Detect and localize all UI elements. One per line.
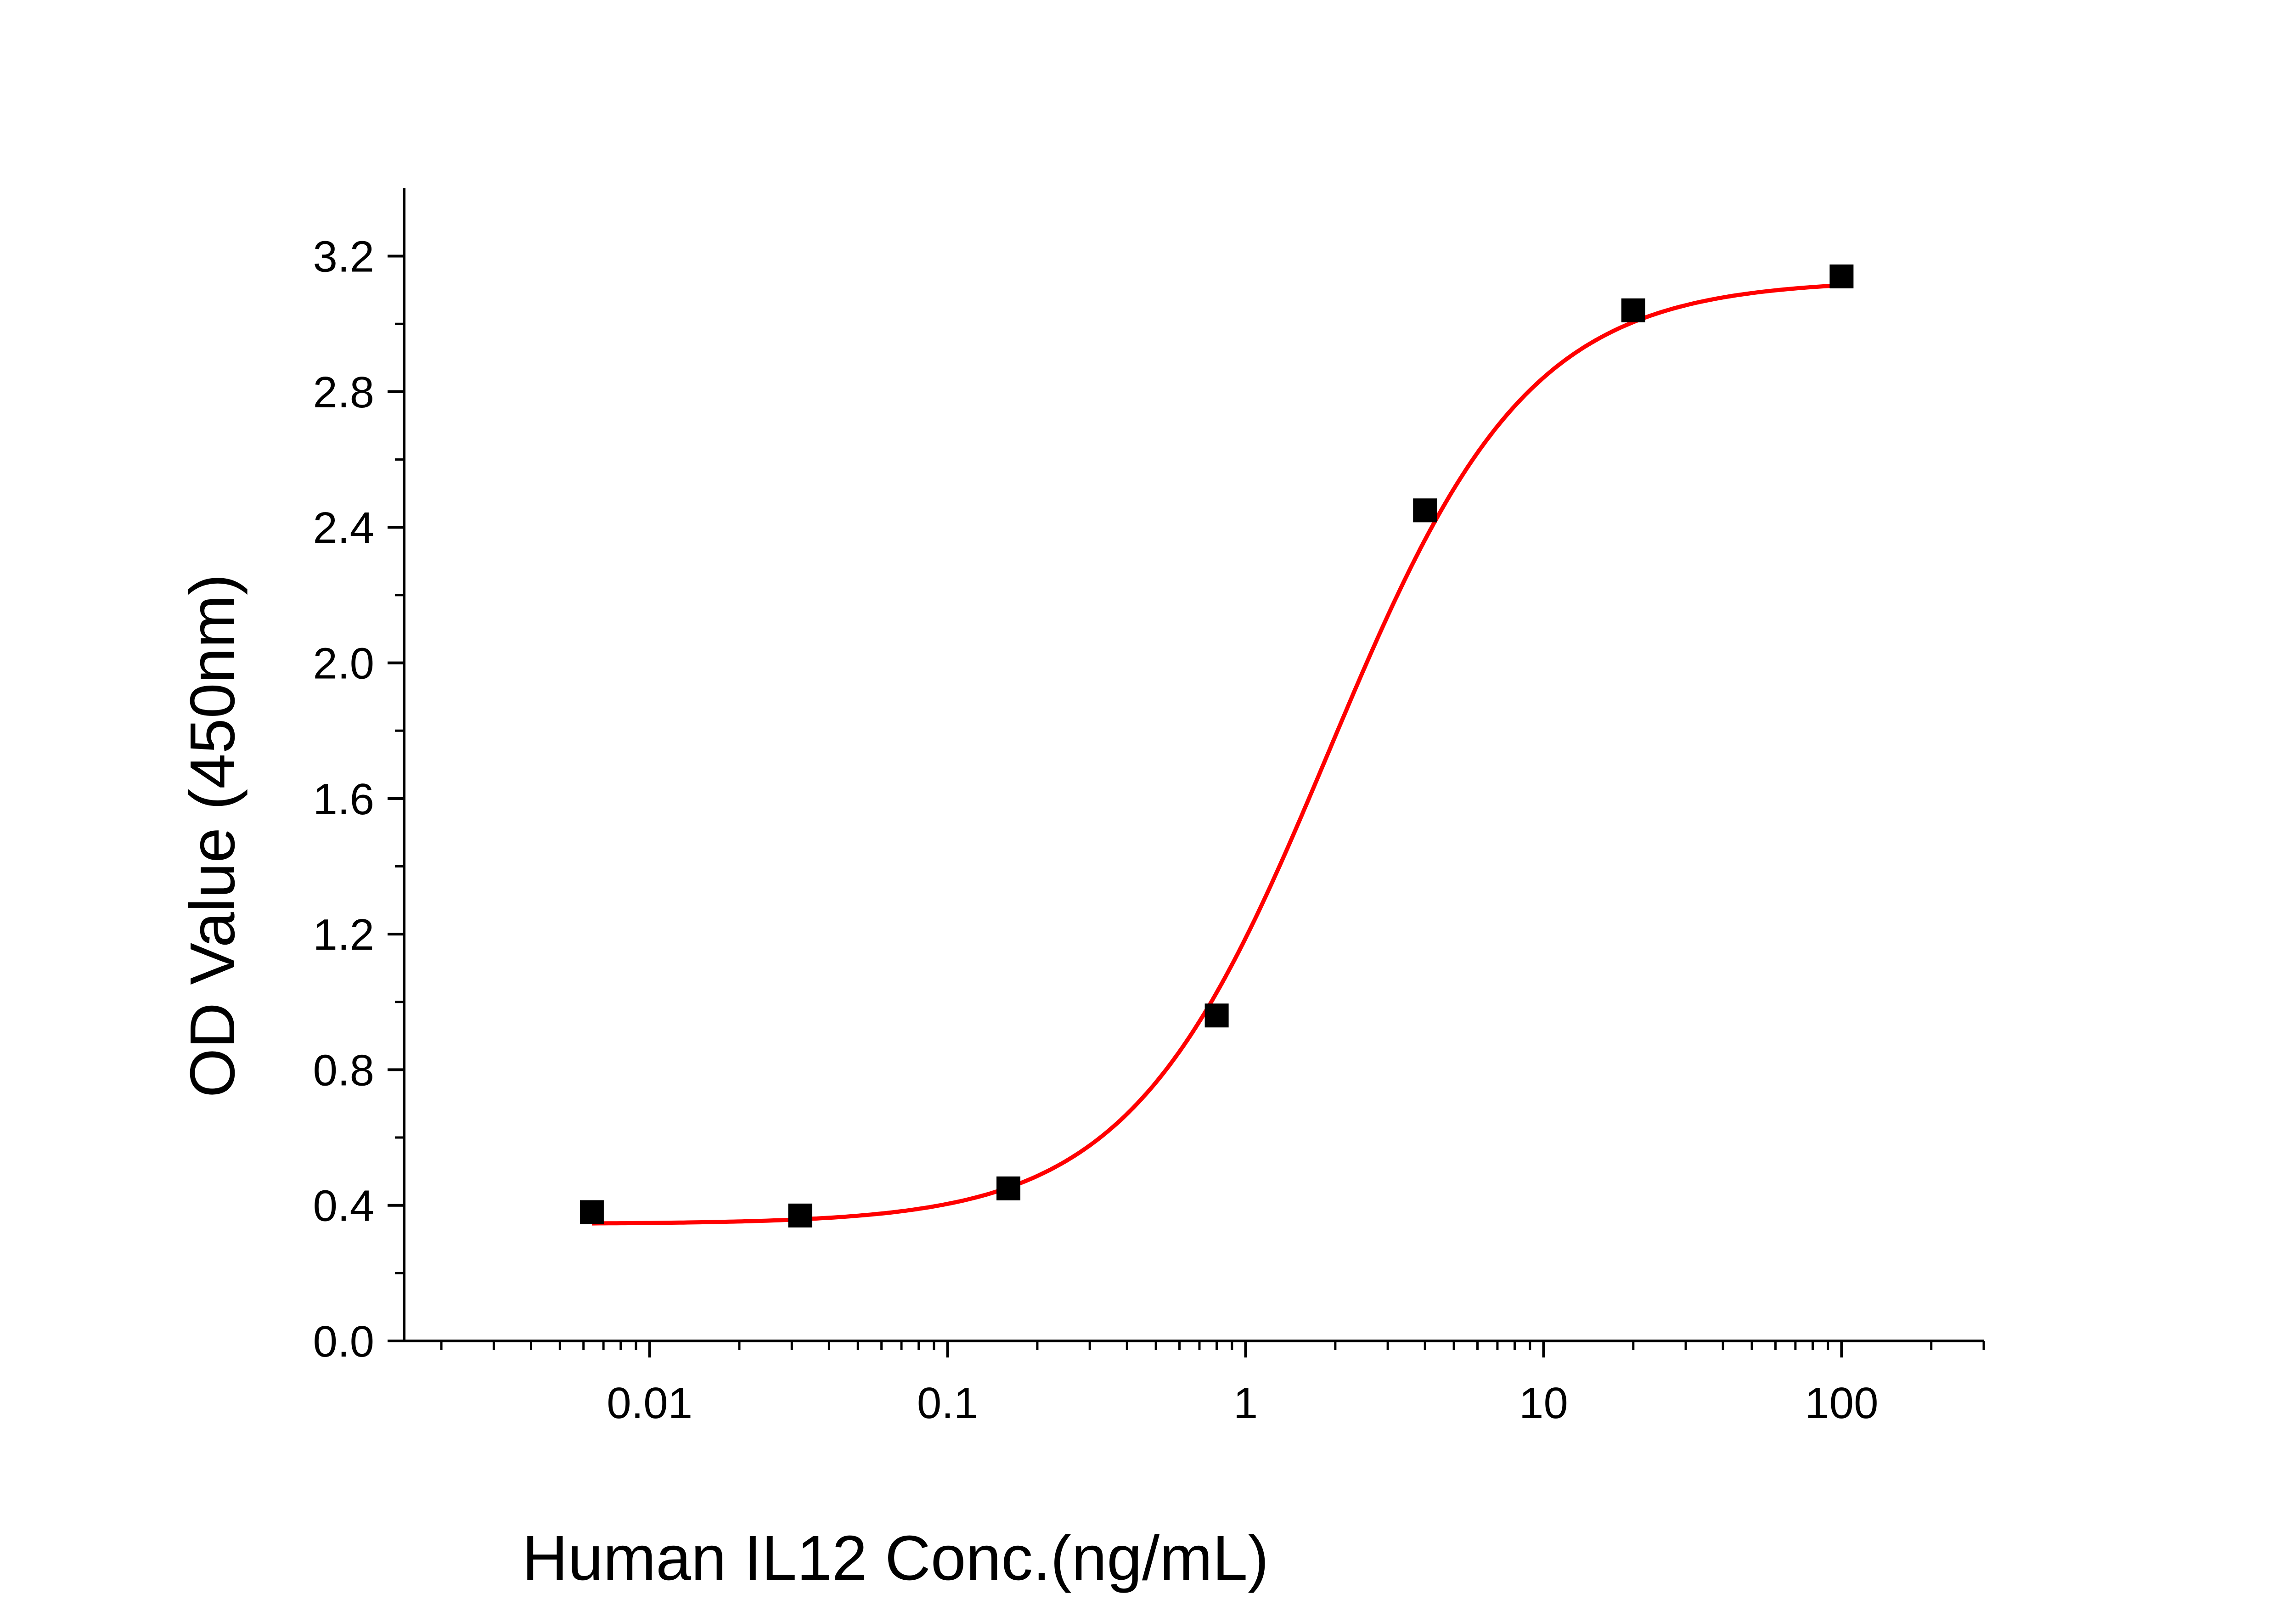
- data-point: [1413, 498, 1437, 523]
- x-tick-label: 1: [1233, 1379, 1258, 1428]
- x-tick-label: 0.1: [917, 1379, 978, 1428]
- data-point: [996, 1176, 1021, 1200]
- x-tick-label: 10: [1519, 1379, 1568, 1428]
- data-point: [788, 1203, 812, 1228]
- fit-curve: [591, 283, 1842, 1226]
- y-tick-label: 0.8: [313, 1046, 374, 1095]
- y-tick-label: 1.2: [313, 910, 374, 959]
- x-axis: 0.01 0.1 1 10 100: [404, 1340, 1985, 1428]
- y-tick-label: 0.4: [313, 1182, 374, 1231]
- x-axis-title: Human IL12 Conc.(ng/mL): [522, 1523, 1269, 1594]
- x-tick-label: 0.01: [607, 1379, 692, 1428]
- y-axis: 0.0 0.4 0.8 1.2 1.6 2.0 2.4 2.8 3.2: [313, 188, 405, 1366]
- y-axis-title: OD Value (450nm): [177, 574, 248, 1098]
- data-point: [1204, 1003, 1229, 1028]
- y-tick-label: 3.2: [313, 232, 374, 282]
- y-tick-label: 1.6: [313, 775, 374, 824]
- y-tick-label: 2.8: [313, 368, 374, 417]
- y-tick-label: 2.4: [313, 503, 374, 552]
- y-tick-label: 2.0: [313, 639, 374, 688]
- data-point: [580, 1200, 604, 1224]
- data-point: [1621, 298, 1645, 322]
- x-tick-label: 100: [1805, 1379, 1878, 1428]
- plot-area: [580, 264, 1854, 1228]
- data-point: [1829, 264, 1854, 288]
- y-tick-label: 0.0: [313, 1317, 374, 1366]
